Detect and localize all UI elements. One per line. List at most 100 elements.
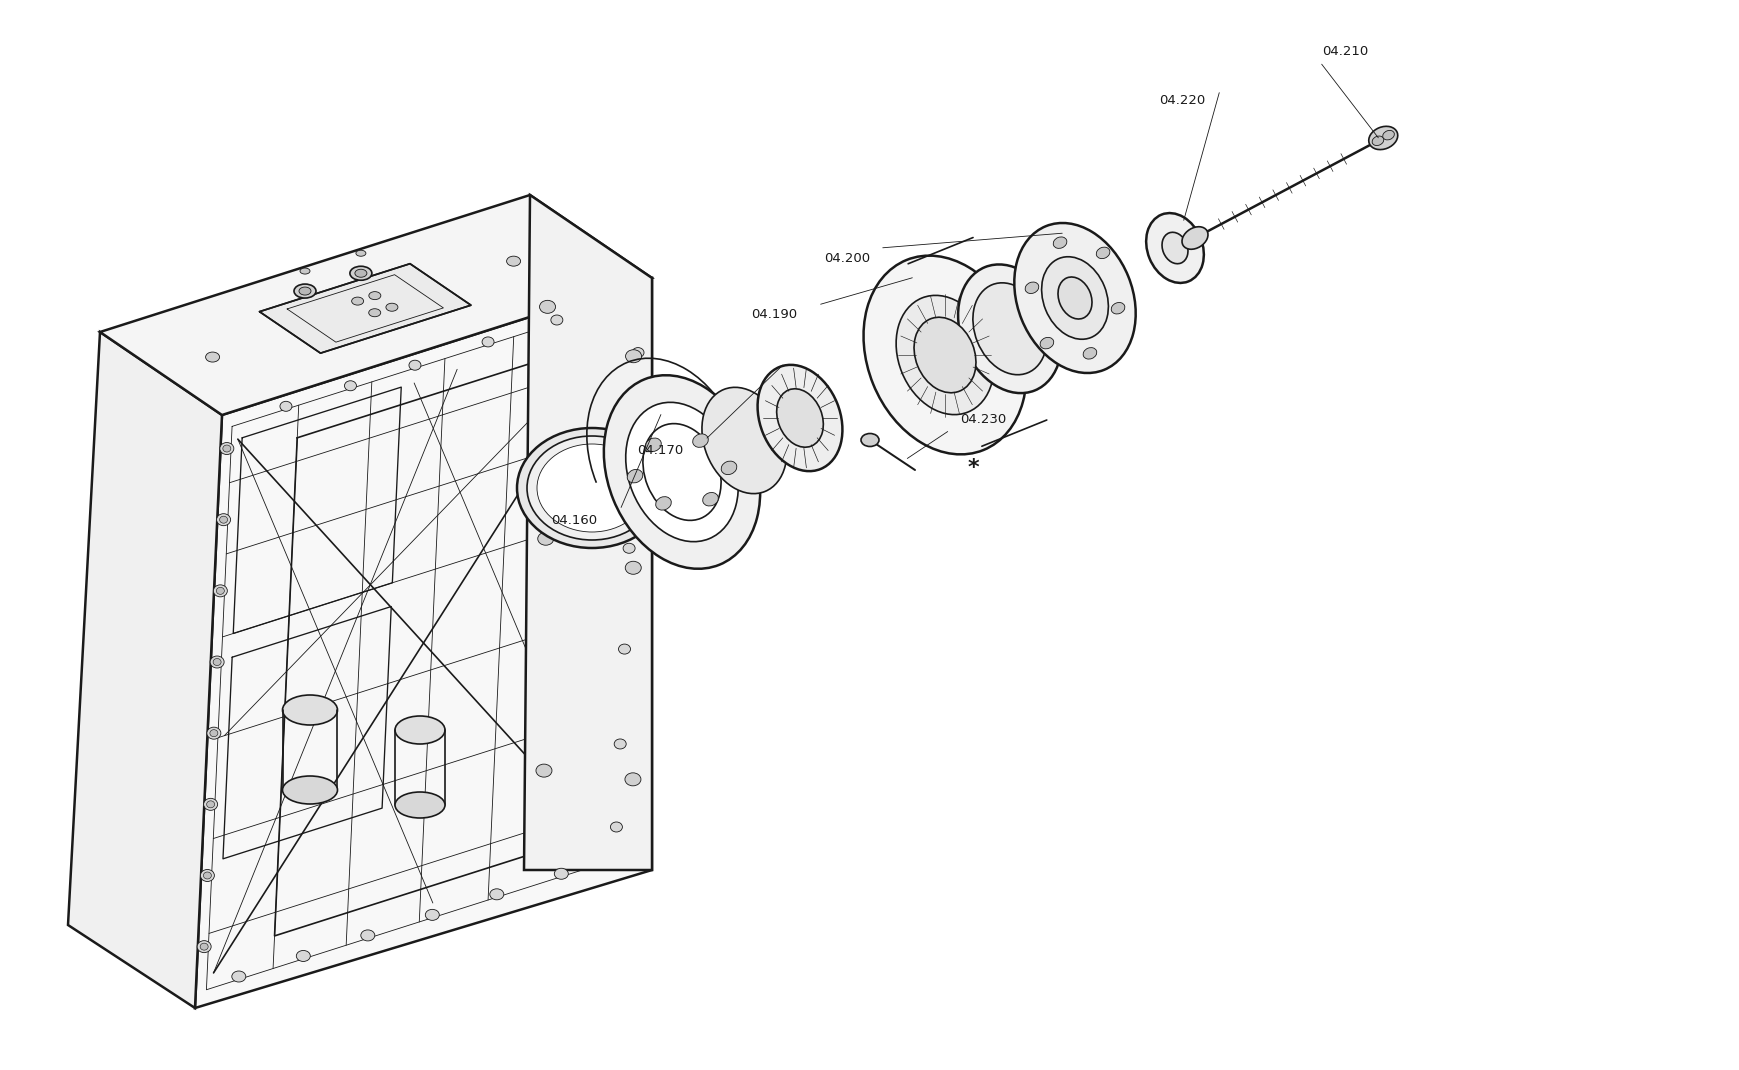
Ellipse shape — [424, 910, 438, 920]
Text: 04.210: 04.210 — [1322, 45, 1367, 58]
Text: 04.230: 04.230 — [960, 413, 1005, 426]
Ellipse shape — [205, 352, 219, 362]
Ellipse shape — [537, 444, 647, 532]
Ellipse shape — [610, 822, 623, 832]
Text: 04.160: 04.160 — [551, 514, 596, 528]
Ellipse shape — [219, 516, 228, 523]
Ellipse shape — [623, 544, 635, 553]
Ellipse shape — [216, 514, 231, 525]
Ellipse shape — [692, 433, 708, 447]
Ellipse shape — [214, 585, 228, 597]
Ellipse shape — [1057, 277, 1092, 319]
Ellipse shape — [626, 470, 642, 483]
Ellipse shape — [351, 297, 363, 305]
Ellipse shape — [1014, 223, 1136, 373]
Text: *: * — [967, 458, 979, 478]
Ellipse shape — [203, 798, 217, 810]
Ellipse shape — [386, 303, 398, 311]
Ellipse shape — [642, 424, 720, 520]
Ellipse shape — [395, 716, 445, 744]
Ellipse shape — [756, 365, 842, 471]
Ellipse shape — [216, 587, 224, 594]
Ellipse shape — [1082, 348, 1096, 360]
Ellipse shape — [527, 435, 657, 540]
Ellipse shape — [203, 872, 210, 878]
Ellipse shape — [369, 309, 381, 317]
Ellipse shape — [360, 930, 374, 941]
Ellipse shape — [219, 443, 233, 455]
Ellipse shape — [1111, 303, 1123, 314]
Ellipse shape — [913, 317, 976, 393]
Ellipse shape — [280, 401, 292, 411]
Ellipse shape — [223, 445, 231, 452]
Ellipse shape — [490, 889, 504, 900]
Ellipse shape — [656, 496, 671, 510]
Ellipse shape — [539, 301, 555, 314]
Ellipse shape — [210, 730, 217, 736]
Ellipse shape — [645, 438, 661, 452]
Ellipse shape — [294, 284, 316, 299]
Text: 04.190: 04.190 — [751, 308, 796, 321]
Text: 04.220: 04.220 — [1158, 94, 1205, 107]
Ellipse shape — [536, 764, 551, 777]
Ellipse shape — [1372, 136, 1383, 146]
Ellipse shape — [720, 461, 736, 475]
Ellipse shape — [299, 287, 311, 295]
Ellipse shape — [207, 728, 221, 739]
Ellipse shape — [1042, 257, 1108, 339]
Ellipse shape — [282, 696, 337, 725]
Ellipse shape — [551, 315, 562, 325]
Ellipse shape — [861, 433, 878, 446]
Polygon shape — [523, 195, 652, 870]
Ellipse shape — [1383, 131, 1393, 140]
Ellipse shape — [896, 295, 993, 414]
Ellipse shape — [1181, 227, 1207, 249]
Ellipse shape — [482, 337, 494, 347]
Text: 04.200: 04.200 — [823, 253, 870, 265]
Ellipse shape — [200, 870, 214, 882]
Ellipse shape — [212, 658, 221, 666]
Ellipse shape — [1162, 232, 1188, 263]
Ellipse shape — [631, 348, 643, 357]
Ellipse shape — [1040, 337, 1054, 349]
Ellipse shape — [1146, 213, 1203, 282]
Ellipse shape — [614, 739, 626, 749]
Ellipse shape — [197, 941, 210, 952]
Ellipse shape — [617, 644, 630, 654]
Ellipse shape — [299, 269, 310, 274]
Ellipse shape — [537, 532, 553, 546]
Ellipse shape — [972, 282, 1047, 374]
Ellipse shape — [296, 950, 310, 962]
Ellipse shape — [1096, 247, 1109, 259]
Ellipse shape — [231, 970, 245, 982]
Ellipse shape — [369, 292, 381, 300]
Ellipse shape — [282, 776, 337, 804]
Ellipse shape — [356, 250, 365, 256]
Ellipse shape — [776, 388, 823, 447]
Ellipse shape — [344, 381, 356, 391]
Polygon shape — [68, 332, 223, 1008]
Polygon shape — [99, 195, 652, 415]
Ellipse shape — [958, 264, 1061, 393]
Ellipse shape — [603, 376, 760, 569]
Ellipse shape — [863, 256, 1026, 455]
Ellipse shape — [210, 656, 224, 668]
Ellipse shape — [1052, 236, 1066, 248]
Ellipse shape — [207, 800, 214, 808]
Ellipse shape — [703, 492, 718, 506]
Ellipse shape — [355, 270, 367, 277]
Ellipse shape — [395, 792, 445, 817]
Ellipse shape — [701, 387, 786, 493]
Ellipse shape — [624, 773, 640, 785]
Ellipse shape — [626, 402, 737, 541]
Ellipse shape — [200, 943, 209, 950]
Ellipse shape — [624, 562, 642, 575]
Ellipse shape — [626, 350, 642, 363]
Polygon shape — [195, 278, 652, 1008]
Ellipse shape — [409, 361, 421, 370]
Ellipse shape — [516, 428, 666, 548]
Ellipse shape — [1024, 282, 1038, 293]
Ellipse shape — [555, 868, 569, 880]
Ellipse shape — [350, 266, 372, 280]
Ellipse shape — [506, 256, 520, 266]
